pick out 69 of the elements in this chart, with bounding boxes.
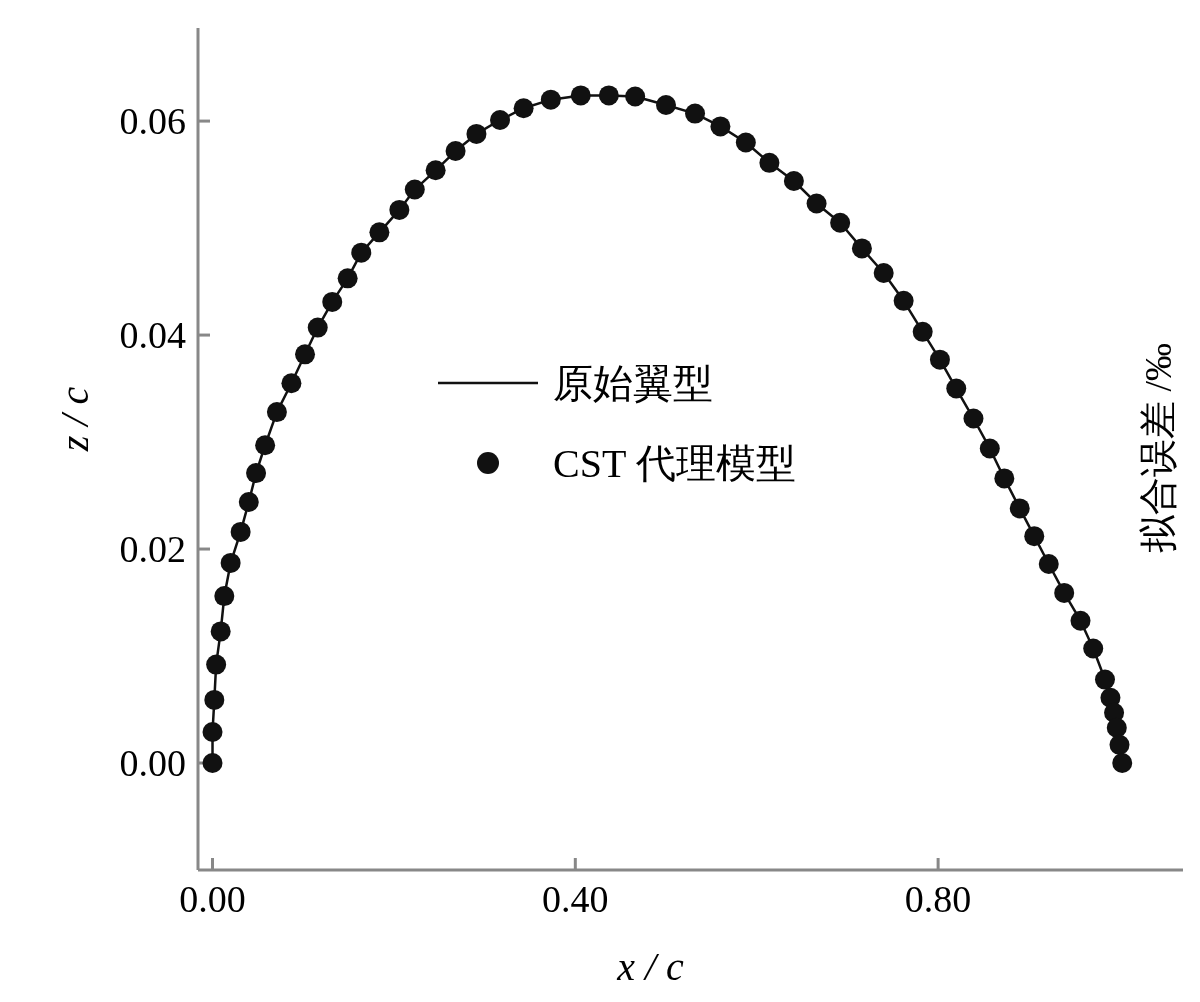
point [206, 654, 227, 675]
point [295, 344, 316, 365]
point [490, 110, 511, 131]
y-axis-title: z / c [52, 386, 97, 453]
point [1095, 669, 1115, 690]
point [979, 438, 1000, 459]
legend-label: 原始翼型 [553, 361, 713, 406]
point [466, 123, 487, 144]
point [255, 435, 276, 456]
point [202, 753, 223, 774]
point [929, 349, 950, 370]
legend-label: CST 代理模型 [553, 441, 796, 486]
point [1038, 554, 1059, 575]
point [873, 263, 894, 283]
y-tick-label: 0.04 [119, 314, 186, 357]
point [307, 317, 328, 338]
x-tick-label: 0.00 [179, 878, 246, 920]
x-tick-label: 0.40 [542, 878, 609, 920]
point [425, 160, 446, 181]
point [912, 321, 933, 342]
point [540, 89, 561, 110]
point [202, 721, 223, 742]
point [214, 586, 235, 607]
point [369, 222, 390, 243]
y-tick-label: 0.02 [119, 528, 186, 571]
point [783, 170, 804, 191]
point [830, 212, 851, 233]
point [625, 86, 646, 107]
point [337, 268, 358, 289]
point [893, 290, 914, 311]
point [210, 621, 231, 642]
point [404, 179, 425, 200]
point [246, 463, 267, 484]
point [963, 408, 984, 429]
point [220, 552, 241, 573]
point [570, 85, 591, 106]
x-tick-label: 0.80 [904, 878, 972, 920]
point [598, 85, 619, 106]
y-tick-label: 0.06 [119, 100, 186, 143]
point [351, 242, 372, 263]
point [710, 116, 731, 137]
point [1083, 638, 1104, 659]
x-axis-title: x / c [616, 944, 685, 989]
y2-axis-title: 拟合误差 /‰ [1137, 342, 1179, 554]
point [445, 141, 466, 162]
point [685, 103, 706, 124]
point [281, 373, 302, 394]
point [1070, 610, 1091, 631]
point [946, 378, 967, 399]
point [735, 132, 756, 153]
point [1109, 734, 1130, 755]
point [204, 689, 225, 710]
point [759, 152, 780, 173]
point [322, 291, 343, 312]
point [1054, 582, 1075, 603]
point [513, 98, 534, 119]
point [994, 468, 1015, 489]
point [806, 193, 827, 214]
y-tick-label: 0.00 [119, 742, 186, 785]
point [1009, 498, 1030, 519]
point [1106, 717, 1127, 738]
point [1024, 526, 1045, 547]
point [238, 491, 259, 512]
point [266, 402, 287, 423]
point [851, 238, 872, 259]
point [230, 521, 251, 542]
point [656, 95, 677, 116]
point [1112, 753, 1133, 774]
point [389, 199, 410, 220]
